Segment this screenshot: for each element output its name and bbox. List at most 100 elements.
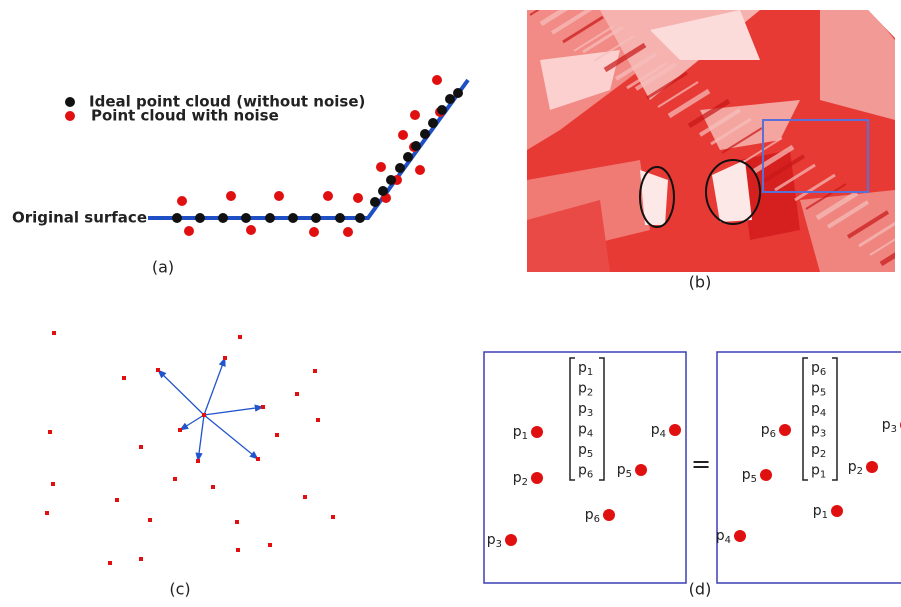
point-letter: p bbox=[882, 417, 891, 433]
point-index: 5 bbox=[751, 474, 757, 485]
cloud-point bbox=[223, 356, 227, 360]
point-letter: p bbox=[761, 422, 770, 438]
point-letter: p bbox=[811, 401, 820, 417]
point-label: p1 bbox=[513, 424, 528, 442]
point-letter: p bbox=[578, 360, 587, 376]
cloud-point bbox=[139, 557, 143, 561]
bracket-left bbox=[570, 358, 575, 480]
point-label: p5 bbox=[578, 442, 593, 460]
cloud-point bbox=[45, 511, 49, 515]
noisy-point bbox=[309, 227, 319, 237]
point-index: 1 bbox=[820, 470, 826, 481]
cloud-point bbox=[313, 369, 317, 373]
point-letter: p bbox=[617, 462, 626, 478]
point-label: p6 bbox=[578, 463, 593, 481]
point-index: 6 bbox=[820, 367, 826, 378]
cloud-point bbox=[235, 520, 239, 524]
point-letter: p bbox=[578, 381, 587, 397]
noisy-point bbox=[353, 193, 363, 203]
noisy-point bbox=[398, 130, 408, 140]
point-index: 4 bbox=[587, 429, 593, 440]
point-label: p2 bbox=[578, 381, 593, 399]
point-index: 3 bbox=[820, 429, 826, 440]
bracket-right bbox=[599, 358, 604, 480]
ideal-point bbox=[378, 186, 388, 196]
ideal-point bbox=[355, 213, 365, 223]
point-index: 1 bbox=[522, 431, 528, 442]
point-index: 2 bbox=[522, 477, 528, 488]
point-label: p3 bbox=[811, 422, 826, 440]
panel-c: (c) bbox=[45, 331, 335, 599]
point-letter: p bbox=[813, 503, 822, 519]
point-index: 3 bbox=[587, 408, 593, 419]
ideal-point bbox=[395, 163, 405, 173]
point-letter: p bbox=[651, 422, 660, 438]
point-label: p4 bbox=[716, 528, 731, 546]
cloud-point bbox=[52, 331, 56, 335]
figure: Ideal point cloud (without noise) Point … bbox=[0, 0, 901, 607]
point-letter: p bbox=[811, 463, 820, 479]
surface-label: Original surface bbox=[12, 209, 147, 227]
cloud-point bbox=[331, 515, 335, 519]
point-label: p6 bbox=[585, 507, 600, 525]
cloud-point bbox=[268, 543, 272, 547]
point-index: 2 bbox=[820, 449, 826, 460]
ideal-point bbox=[445, 94, 455, 104]
caption: (d) bbox=[689, 580, 712, 599]
noisy-point bbox=[410, 110, 420, 120]
point-letter: p bbox=[578, 442, 587, 458]
point-index: 6 bbox=[587, 470, 593, 481]
point-index: 5 bbox=[820, 388, 826, 399]
panel-d: = (d) p1p2p3p4p5p6p1p2p3p4p5p6p6p5p4p3p2… bbox=[484, 352, 901, 599]
point-letter: p bbox=[578, 422, 587, 438]
point-label: p3 bbox=[487, 532, 502, 550]
point-label: p1 bbox=[813, 503, 828, 521]
cloud-point bbox=[236, 548, 240, 552]
ideal-point bbox=[172, 213, 182, 223]
ideal-point bbox=[420, 129, 430, 139]
panel-b: (b) bbox=[527, 0, 901, 292]
point-letter: p bbox=[487, 532, 496, 548]
noisy-point bbox=[343, 227, 353, 237]
cloud-point bbox=[122, 376, 126, 380]
ideal-point bbox=[411, 141, 421, 151]
bracket-right bbox=[832, 358, 837, 480]
point-label: p1 bbox=[578, 360, 593, 378]
ideal-point bbox=[265, 213, 275, 223]
ideal-point bbox=[428, 118, 438, 128]
point-label: p4 bbox=[811, 401, 826, 419]
point bbox=[635, 464, 647, 476]
cloud-point bbox=[238, 335, 242, 339]
cloud-point bbox=[196, 459, 200, 463]
neighbor-arrow bbox=[204, 407, 263, 415]
neighbor-arrow bbox=[204, 415, 258, 459]
point-letter: p bbox=[578, 463, 587, 479]
point-index: 3 bbox=[891, 424, 897, 435]
noisy-point bbox=[376, 162, 386, 172]
cloud-point bbox=[316, 418, 320, 422]
legend-dot-ideal bbox=[65, 97, 75, 107]
noisy-point bbox=[184, 226, 194, 236]
cloud-point bbox=[173, 477, 177, 481]
point-index: 4 bbox=[725, 535, 731, 546]
ideal-point bbox=[453, 88, 463, 98]
point bbox=[866, 461, 878, 473]
neighbor-arrow bbox=[158, 370, 204, 415]
point-letter: p bbox=[848, 459, 857, 475]
cloud-point bbox=[261, 405, 265, 409]
caption: (b) bbox=[689, 273, 712, 292]
point-letter: p bbox=[811, 381, 820, 397]
equals-sign: = bbox=[691, 450, 711, 478]
cloud-point bbox=[211, 485, 215, 489]
ideal-point bbox=[370, 197, 380, 207]
ideal-point bbox=[218, 213, 228, 223]
neighbor-arrow bbox=[198, 415, 204, 461]
panel-a: Ideal point cloud (without noise) Point … bbox=[12, 75, 468, 277]
ideal-point bbox=[335, 213, 345, 223]
point-letter: p bbox=[513, 424, 522, 440]
red-scan-image bbox=[527, 0, 901, 274]
ideal-point bbox=[386, 175, 396, 185]
cloud-point bbox=[303, 495, 307, 499]
point-label: p3 bbox=[578, 401, 593, 419]
noisy-point bbox=[432, 75, 442, 85]
